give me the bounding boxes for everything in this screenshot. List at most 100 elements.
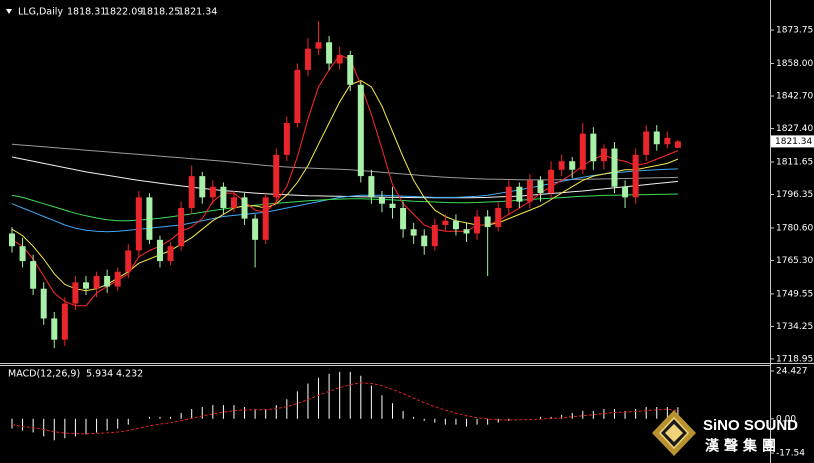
candle-body (178, 207, 185, 247)
candle-body (431, 224, 438, 247)
candle-body (378, 197, 385, 204)
moving-average-line (11, 79, 679, 292)
candle-body (590, 133, 597, 162)
signal-value: 4.232 (116, 369, 143, 380)
candle-body (336, 55, 343, 64)
current-price-label: 1821.34 (775, 137, 812, 147)
candle-body (421, 235, 428, 247)
y-tick-label: 1827.40 (776, 124, 813, 134)
candle-body (209, 186, 216, 198)
macd-value: 5.934 (86, 369, 113, 380)
candle-body (326, 42, 333, 64)
candle-body (558, 161, 565, 170)
candle-body (9, 233, 15, 247)
signal-line (11, 382, 678, 435)
candle-body (484, 216, 491, 228)
candle-body (653, 131, 660, 145)
candle-body (40, 288, 47, 319)
macd-title: MACD(12,26,9) (8, 369, 80, 380)
candle-body (114, 271, 121, 287)
y-tick-label: 1796.35 (776, 190, 813, 200)
candle-body (104, 275, 111, 287)
candle-body (51, 318, 58, 340)
candle-body (611, 148, 618, 187)
moving-average-line (11, 54, 679, 307)
candle-body (262, 197, 269, 240)
candle-body (241, 197, 248, 219)
logo-name: SiNO SOUND (703, 417, 798, 434)
y-tick-label: 0.00 (776, 414, 796, 424)
y-tick-label: 1718.95 (776, 354, 813, 364)
candle-body (400, 207, 407, 230)
logo: SiNO SOUND 漢聲集團 (652, 410, 798, 456)
candle-body (156, 239, 163, 262)
candle-body (389, 203, 396, 208)
y-tick-label: 1734.25 (776, 322, 813, 332)
ohlc-low: 1818.25 (141, 7, 180, 18)
y-tick-label: 1765.30 (776, 256, 813, 266)
candle-body (146, 197, 153, 240)
candle-body (304, 48, 311, 70)
candle-body (357, 84, 364, 177)
candle-body (252, 218, 259, 240)
candle-body (664, 137, 671, 145)
candle-body (72, 282, 79, 304)
logo-subtitle: 漢聲集團 (705, 438, 781, 454)
candle-body (82, 282, 89, 289)
candle-body (516, 186, 523, 202)
logo-core (665, 424, 683, 442)
candle-body (474, 216, 481, 234)
y-tick-label: 1842.70 (776, 92, 813, 102)
symbol-title: LLG,Daily (18, 7, 63, 18)
candle-body (368, 176, 375, 198)
candle-body (220, 186, 227, 208)
candle-body (315, 42, 322, 49)
y-tick-label: 1811.65 (776, 157, 813, 167)
candle-body (505, 186, 512, 208)
candle-body (632, 154, 639, 198)
candle-body (230, 197, 237, 208)
candle-body (125, 250, 132, 272)
candle-body (410, 229, 417, 236)
candle-body (495, 207, 502, 228)
ohlc-close: 1821.34 (178, 7, 217, 18)
y-tick-label: 1858.00 (776, 59, 813, 69)
candle-body (452, 220, 459, 230)
candle-body (622, 186, 629, 198)
y-tick-label: 1780.60 (776, 223, 813, 233)
candle-body (188, 176, 195, 208)
current-price-box (771, 135, 814, 148)
candle-body (61, 303, 68, 340)
candle-body (199, 176, 206, 198)
candle-body (463, 229, 470, 234)
candle-body (526, 180, 533, 202)
moving-average-line (11, 168, 678, 233)
moving-average-line (11, 143, 678, 181)
candle-body (674, 141, 681, 148)
y-tick-label: 1749.55 (776, 289, 813, 299)
candle-body (347, 55, 354, 85)
ohlc-high: 1822.09 (104, 7, 143, 18)
candle-body (442, 220, 449, 225)
candle-body (135, 197, 142, 251)
y-tick-label: -17.54 (776, 449, 805, 459)
candle-body (273, 154, 280, 198)
moving-average-line (11, 193, 678, 222)
candle-body (600, 148, 607, 162)
y-tick-label: 1873.75 (776, 26, 813, 36)
ohlc-open: 1818.31 (67, 7, 106, 18)
candle-body (579, 133, 586, 170)
menu-arrow (6, 9, 12, 14)
candle-body (569, 161, 576, 170)
candle-body (537, 180, 544, 194)
candle-body (167, 246, 174, 262)
candle-body (19, 246, 26, 262)
candle-body (294, 69, 301, 124)
candle-body (548, 169, 555, 194)
y-tick-label: 24.427 (776, 367, 808, 377)
candle-body (283, 123, 290, 155)
candle-body (93, 275, 100, 289)
candle-body (643, 131, 650, 155)
